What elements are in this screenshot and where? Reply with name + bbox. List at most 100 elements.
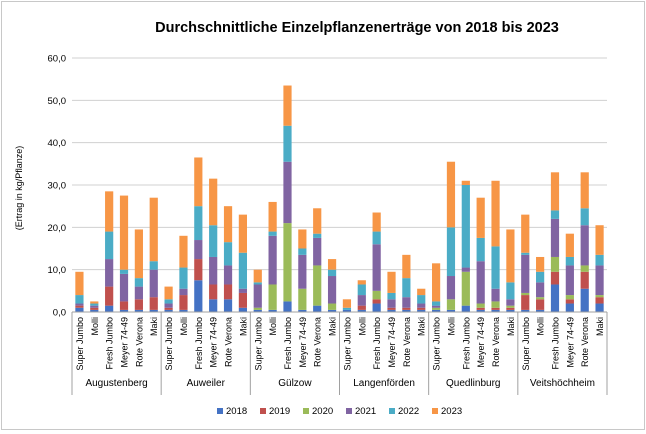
bar-segment <box>283 223 292 302</box>
bar-segment <box>298 229 307 249</box>
bar-segment <box>357 284 366 296</box>
bar-segment <box>119 309 129 312</box>
legend-label: 2019 <box>269 406 290 417</box>
bar-segment <box>402 297 411 308</box>
bar-segment <box>491 307 500 310</box>
bar-segment <box>313 233 322 238</box>
bar-segment <box>446 309 456 312</box>
bar-segment <box>565 295 574 300</box>
x-tick-label: Maki <box>238 317 248 336</box>
bar-segment <box>194 280 203 312</box>
x-tick-label: Maki <box>595 317 605 336</box>
bar-segment <box>565 256 574 266</box>
bar-segment <box>134 229 143 279</box>
bar-segment <box>476 197 485 238</box>
x-tick-label: Fresh Jumbo <box>551 317 561 370</box>
bar-segment <box>313 208 322 234</box>
bar-segment <box>402 278 411 298</box>
bar-segment <box>521 292 530 296</box>
bar-segment <box>357 295 366 306</box>
bar-segment <box>327 259 337 270</box>
bar-segment <box>223 206 233 243</box>
legend-swatch <box>303 408 309 414</box>
location-label: Gülzow <box>278 378 312 389</box>
bar-segment <box>387 299 396 308</box>
bar-segment <box>595 297 604 304</box>
x-tick-label: Molli <box>268 317 278 336</box>
bar-segment <box>402 307 411 310</box>
bar-segment <box>536 282 545 298</box>
bar-segment <box>446 227 456 277</box>
location-label: Langenförden <box>353 378 415 389</box>
bar-segment <box>209 256 218 285</box>
bar-segment <box>461 180 470 185</box>
bar-segment <box>268 201 277 232</box>
bar-segment <box>194 157 203 207</box>
bar-segment <box>432 309 441 312</box>
bar-segment <box>446 276 456 300</box>
bar-segment <box>149 261 158 270</box>
bar-segment <box>506 309 515 312</box>
bar-segment <box>476 303 485 308</box>
bar-segment <box>580 265 589 272</box>
bar-segment <box>209 299 218 312</box>
bar-segment <box>387 307 396 310</box>
x-tick-label: Maki <box>506 317 516 336</box>
bar-segment <box>565 233 574 257</box>
bar-segment <box>357 280 366 285</box>
legend-swatch <box>389 408 395 414</box>
bar-segment <box>521 295 530 310</box>
x-tick-label: Meyer 74-49 <box>476 317 486 368</box>
bar-segment <box>119 301 129 310</box>
legend: 2018 2019 2020 2021 2022 2023 <box>217 406 462 417</box>
legend-swatch <box>217 408 223 414</box>
bar-segment <box>134 278 143 287</box>
bar-segment <box>372 231 381 245</box>
bar-segment <box>298 248 307 255</box>
x-tick-label: Maki <box>328 317 338 336</box>
bar-segment <box>134 299 143 310</box>
bar-segment <box>521 214 530 253</box>
x-tick-label: Super Jumbo <box>432 317 442 371</box>
bar-segment <box>565 299 574 304</box>
bar-segment <box>90 301 99 304</box>
bar-segment <box>387 271 396 293</box>
x-tick-label: Super Jumbo <box>75 317 85 371</box>
bar-segment <box>298 288 307 310</box>
bar-segment <box>283 125 292 162</box>
x-tick-label: Rote Verona <box>580 317 590 367</box>
bar-segment <box>164 303 173 308</box>
bar-segment <box>253 269 262 283</box>
x-tick-label: Meyer 74-49 <box>209 317 219 368</box>
y-axis-label: (Ertrag in kg/Pflanze) <box>14 146 24 231</box>
bar-segment <box>491 180 500 247</box>
bar-segment <box>164 286 173 300</box>
bar-segment <box>164 309 173 312</box>
bar-segment <box>75 303 84 306</box>
bar-segment <box>580 225 589 266</box>
bar-segment <box>461 271 470 306</box>
legend-swatch <box>346 408 352 414</box>
legend-label: 2021 <box>355 406 376 417</box>
y-tick-label: 50,0 <box>48 96 67 107</box>
bar-segment <box>238 252 247 289</box>
bar-segment <box>283 161 292 224</box>
bar-segment <box>491 246 500 289</box>
bar-segment <box>313 237 322 266</box>
bar-segment <box>90 309 99 312</box>
bar-segment <box>476 237 485 262</box>
bar-segment <box>417 303 426 308</box>
bar-segment <box>595 303 604 312</box>
bar-segment <box>119 195 129 270</box>
x-tick-label: Molli <box>90 317 100 336</box>
bar-segment <box>90 305 99 308</box>
bar-segment <box>402 254 411 279</box>
bar-segment <box>580 172 589 209</box>
bar-segment <box>565 303 574 312</box>
bar-segment <box>268 235 277 285</box>
bar-segment <box>580 288 589 312</box>
bar-segment <box>90 307 99 310</box>
bar-segment <box>134 286 143 300</box>
bar-segment <box>506 307 515 310</box>
